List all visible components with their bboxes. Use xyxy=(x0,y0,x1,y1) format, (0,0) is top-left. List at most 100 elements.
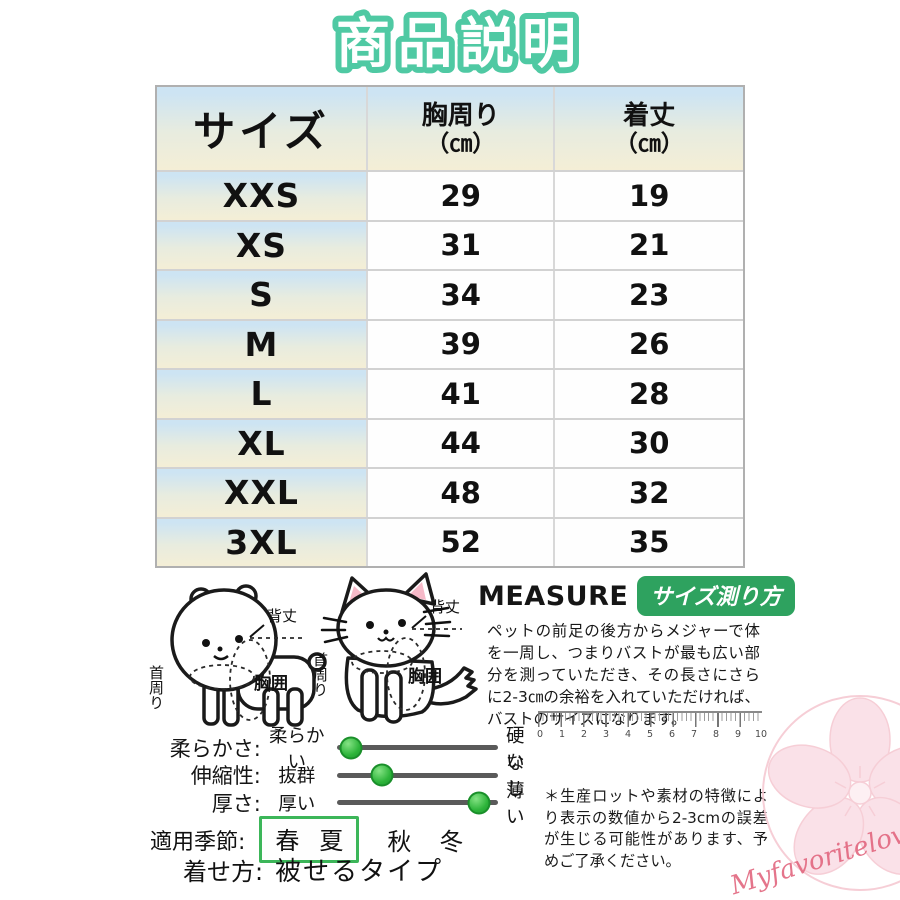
cat-chest-line xyxy=(386,637,426,711)
season-autumn: 秋 xyxy=(387,828,412,856)
dog-leg xyxy=(262,687,280,727)
season-summer: 夏 xyxy=(319,827,344,855)
dog-neck-label: 首周り xyxy=(147,665,165,710)
chest-value: 48 xyxy=(367,469,556,517)
dog-eye xyxy=(235,635,243,643)
table-row-m: M 39 26 xyxy=(157,320,743,370)
wearing-label: 着せ方: xyxy=(183,858,264,886)
length-header-unit: （㎝） xyxy=(614,130,684,157)
stretch-slider-track xyxy=(336,763,499,787)
softness-left-label: 柔らかい xyxy=(268,725,325,773)
length-value: 28 xyxy=(555,370,743,418)
measure-heading-en: MEASURE xyxy=(478,580,629,612)
cat-head xyxy=(336,588,436,668)
wearing-value: 被せるタイプ xyxy=(275,857,444,887)
softness-slider-knob xyxy=(339,736,363,760)
ruler-illustration: 0 1 2 3 4 5 6 7 8 9 10 xyxy=(535,711,767,740)
sakura-petals xyxy=(767,697,900,875)
ruler-number: 5 xyxy=(646,729,654,740)
dog-eye xyxy=(202,639,210,647)
softness-label: 柔らかさ: xyxy=(169,736,261,761)
column-header-length: 着丈 （㎝） xyxy=(555,87,743,170)
column-header-chest: 胸周り （㎝） xyxy=(367,87,556,170)
chest-value: 52 xyxy=(367,518,556,566)
chest-value: 41 xyxy=(367,370,556,418)
cat-leg xyxy=(384,670,403,724)
dog-measure-diagram: 背丈 首周り 胸囲 xyxy=(147,584,327,727)
sakura-center xyxy=(848,781,872,805)
stretch-right-label: なし xyxy=(506,753,525,801)
stretch-label: 伸縮性: xyxy=(190,764,261,789)
cat-neck-label: 首周り xyxy=(311,652,329,697)
dog-chest-line xyxy=(229,639,271,721)
cat-mouth xyxy=(377,636,395,642)
chest-value: 31 xyxy=(367,221,556,269)
length-value: 19 xyxy=(555,172,743,220)
table-row-3xl: 3XL 52 35 xyxy=(157,518,743,566)
size-label: 3XL xyxy=(157,518,368,566)
stretch-slider-knob xyxy=(370,763,394,787)
dog-back-length-label: 背丈 xyxy=(267,607,297,625)
season-row: 適用季節: 春 夏 秋 冬 xyxy=(150,816,463,863)
size-label: XS xyxy=(157,221,368,269)
ruler-number: 4 xyxy=(624,729,632,740)
measure-heading-badge: サイズ測り方 xyxy=(637,576,795,616)
season-label: 適用季節: xyxy=(150,829,246,855)
size-label: S xyxy=(157,271,368,319)
attribute-sliders: 柔らかさ: 柔らかい 硬い 伸縮性: 抜群 なし 厚さ: 厚い 薄い xyxy=(150,726,542,828)
length-value: 26 xyxy=(555,320,743,368)
ruler-number: 0 xyxy=(536,729,544,740)
sakura-ring xyxy=(762,695,900,891)
page-title: 商品説明 xyxy=(336,12,584,75)
ruler-number: 2 xyxy=(580,729,588,740)
thickness-label: 厚さ: xyxy=(211,791,261,816)
table-row-xs: XS 31 21 xyxy=(157,221,743,271)
page-title-art: 商品説明 xyxy=(330,6,584,80)
table-row-xxs: XXS 29 19 xyxy=(157,172,743,222)
thickness-right-label: 薄い xyxy=(506,780,525,828)
softness-right-label: 硬い xyxy=(506,725,525,773)
dog-chest-label: 胸囲 xyxy=(254,673,288,694)
chest-header-unit: （㎝） xyxy=(426,130,496,157)
table-header-row: サイズ 胸周り （㎝） 着丈 （㎝） xyxy=(157,87,743,172)
softness-slider-track xyxy=(336,736,499,760)
ruler-number: 3 xyxy=(602,729,610,740)
tolerance-note: ＊生産ロットや素材の特徴により表示の数値から2-3cmの誤差が生じる可能性があり… xyxy=(544,787,768,870)
dog-head xyxy=(170,588,278,692)
column-header-size: サイズ xyxy=(157,87,368,170)
season-winter: 冬 xyxy=(439,828,464,856)
dog-back-pointer xyxy=(249,624,265,638)
chest-value: 44 xyxy=(367,419,556,467)
size-table: サイズ 胸周り （㎝） 着丈 （㎝） XXS 29 19 XS 31 21 S … xyxy=(155,85,745,568)
ruler-numbers: 0 1 2 3 4 5 6 7 8 9 10 xyxy=(535,729,767,740)
cat-nose xyxy=(383,629,389,635)
dog-tail xyxy=(307,652,327,672)
dog-nose xyxy=(217,646,223,652)
cat-eye xyxy=(366,621,374,629)
ruler-number: 8 xyxy=(712,729,720,740)
size-label: L xyxy=(157,370,368,418)
ruler-ticks xyxy=(538,711,762,729)
chest-value: 29 xyxy=(367,172,556,220)
dog-leg xyxy=(286,687,304,727)
size-label: XXL xyxy=(157,469,368,517)
table-row-l: L 41 28 xyxy=(157,370,743,420)
cat-eye xyxy=(398,619,406,627)
sakura-watermark-icon xyxy=(762,695,900,891)
chest-value: 34 xyxy=(367,271,556,319)
length-value: 35 xyxy=(555,518,743,566)
length-value: 21 xyxy=(555,221,743,269)
stretch-row: 伸縮性: 抜群 なし xyxy=(150,753,542,800)
ruler-number: 9 xyxy=(734,729,742,740)
cat-back-length-label: 背丈 xyxy=(430,598,460,616)
length-value: 32 xyxy=(555,469,743,517)
thickness-row: 厚さ: 厚い 薄い xyxy=(150,781,542,828)
thickness-left-label: 厚い xyxy=(278,793,316,815)
chest-value: 39 xyxy=(367,320,556,368)
dog-neck-line xyxy=(189,664,255,690)
ruler-number: 6 xyxy=(668,729,676,740)
size-label: M xyxy=(157,320,368,368)
softness-row: 柔らかさ: 柔らかい 硬い xyxy=(150,726,542,773)
season-spring: 春 xyxy=(275,827,300,855)
